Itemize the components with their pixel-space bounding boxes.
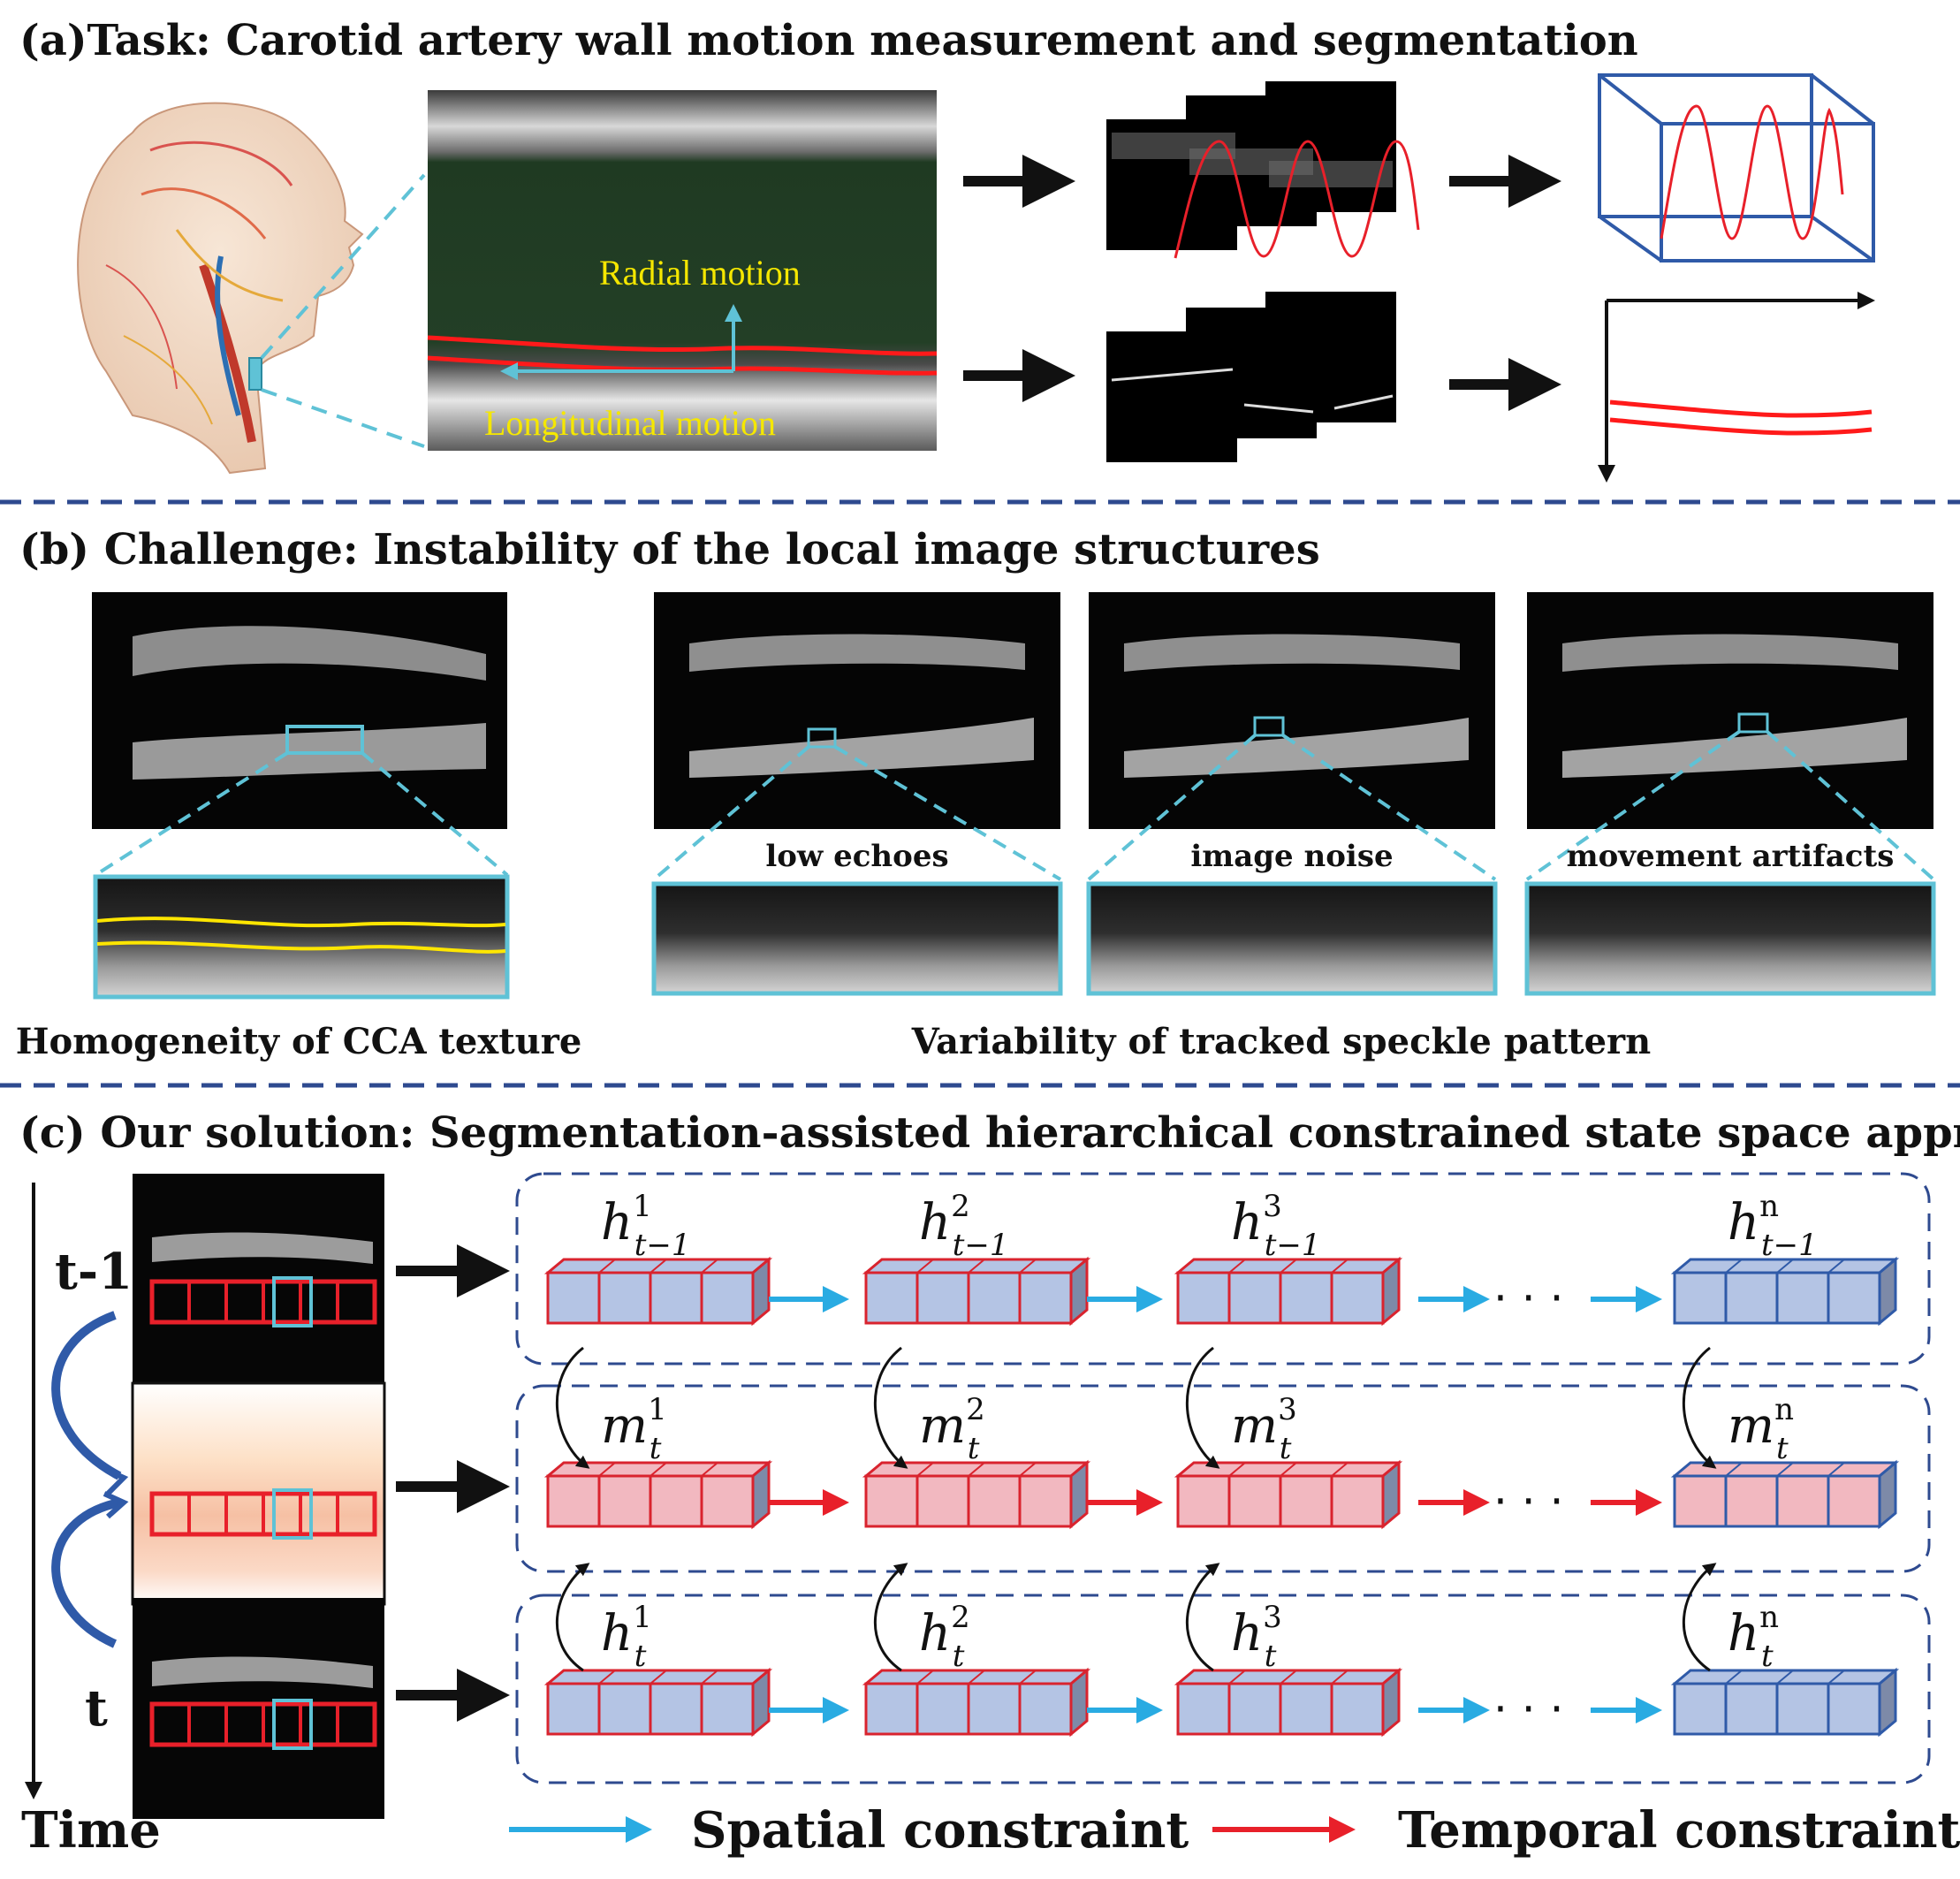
ultrasound-segmented-image: Radial motion Longitudinal motion — [427, 90, 938, 451]
state-block-r3-c1: h1 t — [543, 1600, 773, 1738]
state-block-r1-c2: h2 t−1 — [862, 1189, 1091, 1327]
homogeneity-caption: Homogeneity of CCA texture — [16, 1021, 582, 1062]
panel-a: (a)Task: Carotid artery wall motion meas… — [19, 16, 1875, 483]
state-block-r2-c3: m3 t — [1174, 1392, 1403, 1530]
state-label-r3-c3: h3 t — [1231, 1600, 1282, 1674]
row-1-ellipsis: · · · — [1493, 1273, 1563, 1324]
state-block-r2-c2: m2 t — [862, 1392, 1091, 1530]
state-block-r2-c4: mn t — [1670, 1392, 1900, 1530]
state-label-r2-c4: mn t — [1728, 1392, 1794, 1466]
state-block-r2-c1: m1 t — [543, 1392, 773, 1530]
longitudinal-motion-label: Longitudinal motion — [484, 403, 776, 443]
row-3-ellipsis: · · · — [1493, 1684, 1563, 1735]
motion-3d-box — [1598, 73, 1875, 262]
state-rows: h1 t−1 h2 t−1 h3 t−1 hn t−1 · · · m1 t m2 t m3 t mn t · ·… — [396, 1172, 1931, 1784]
panel-a-title: (a)Task: Carotid artery wall motion meas… — [19, 16, 1638, 65]
homogeneity-example: Homogeneity of CCA texture — [16, 592, 582, 1062]
legend: Spatial constraint Temporal constraint — [509, 1801, 1960, 1860]
up-arrow-c2 — [873, 1563, 908, 1672]
zoom-label-2: image noise — [1190, 839, 1393, 874]
variability-example-1: low echoes — [651, 592, 1063, 996]
head-anatomy-illustration — [77, 102, 364, 475]
state-label-r1-c3: h3 t−1 — [1231, 1189, 1321, 1263]
panel-b: (b) Challenge: Instability of the local … — [16, 525, 1936, 1062]
state-label-r2-c3: m3 t — [1231, 1392, 1297, 1466]
down-arrow-c2 — [873, 1346, 908, 1469]
frame-label-t: t — [85, 1679, 108, 1738]
spatial-legend-label: Spatial constraint — [691, 1801, 1189, 1860]
panel-b-title: (b) Challenge: Instability of the local … — [19, 525, 1320, 574]
variability-example-3: movement artifacts — [1524, 592, 1936, 996]
variability-example-2: image noise — [1086, 592, 1498, 996]
state-label-r2-c1: m1 t — [601, 1392, 667, 1466]
state-label-r2-c2: m2 t — [919, 1392, 985, 1466]
panel-c-title: (c) Our solution: Segmentation-assisted … — [19, 1108, 1960, 1158]
frame-label-t-minus-1: t-1 — [55, 1243, 133, 1301]
state-block-r3-c4: hn t — [1670, 1600, 1900, 1738]
panel-a-arrows — [963, 155, 1561, 411]
state-block-r1-c4: hn t−1 — [1670, 1189, 1900, 1327]
row-container-3 — [515, 1594, 1931, 1784]
up-arrow-c1 — [555, 1563, 590, 1672]
up-arrow-c4 — [1682, 1563, 1717, 1672]
temporal-curve-arrows — [51, 1311, 129, 1648]
frame-t — [133, 1598, 384, 1819]
motion-frame-stack — [1106, 81, 1420, 259]
zoom-label-3: movement artifacts — [1567, 839, 1895, 874]
down-arrow-c3 — [1185, 1346, 1220, 1469]
state-block-r3-c3: h3 t — [1174, 1600, 1403, 1738]
down-arrow-c1 — [555, 1346, 590, 1469]
radial-motion-label: Radial motion — [599, 253, 801, 293]
state-label-r1-c4: hn t−1 — [1728, 1189, 1818, 1263]
down-arrow-c4 — [1682, 1346, 1717, 1469]
variability-caption: Variability of tracked speckle pattern — [911, 1021, 1651, 1062]
state-label-r1-c1: h1 t−1 — [601, 1189, 691, 1263]
segmentation-frame-stack — [1106, 292, 1396, 462]
state-block-r1-c1: h1 t−1 — [543, 1189, 773, 1327]
variability-examples: low echoes image noise movement artifacts — [651, 592, 1936, 996]
row-container-2 — [515, 1384, 1931, 1573]
frame-t-minus-1 — [133, 1174, 384, 1395]
state-label-r3-c4: hn t — [1728, 1600, 1779, 1674]
row-2-ellipsis: · · · — [1493, 1476, 1563, 1527]
state-label-r3-c1: h1 t — [601, 1600, 652, 1674]
segmentation-axes — [1598, 292, 1875, 483]
temporal-legend-label: Temporal constraint — [1398, 1801, 1960, 1860]
up-arrow-c3 — [1185, 1563, 1220, 1672]
heatmap-frame — [131, 1381, 386, 1606]
state-label-r1-c2: h2 t−1 — [919, 1189, 1009, 1263]
panel-c: (c) Our solution: Segmentation-assisted … — [19, 1108, 1960, 1860]
state-block-r1-c3: h3 t−1 — [1174, 1189, 1403, 1327]
zoom-label-1: low echoes — [765, 839, 948, 874]
row-container-1 — [515, 1172, 1931, 1366]
state-block-r3-c2: h2 t — [862, 1600, 1091, 1738]
state-label-r3-c2: h2 t — [919, 1600, 970, 1674]
